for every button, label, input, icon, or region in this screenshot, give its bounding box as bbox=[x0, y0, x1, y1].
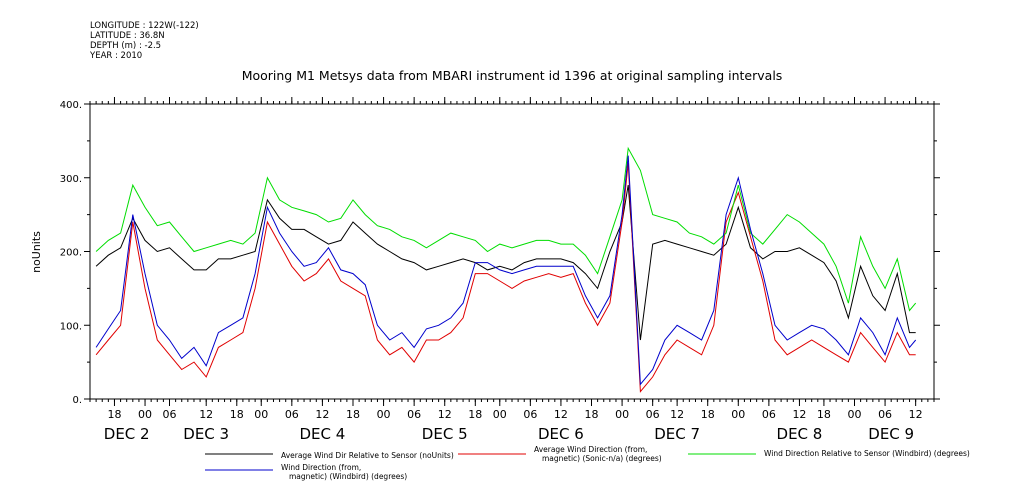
x-day-label: DEC 2 bbox=[104, 425, 150, 443]
x-tick-label: 06 bbox=[285, 408, 299, 421]
y-axis-label: noUnits bbox=[30, 231, 43, 273]
legend: Average Wind Dir Relative to Sensor (noU… bbox=[205, 445, 970, 481]
series-line-2 bbox=[95, 146, 917, 312]
legend-label-3: Wind Direction (from, magnetic) (Windbird… bbox=[281, 463, 407, 481]
x-day-label: DEC 8 bbox=[777, 425, 823, 443]
y-tick-label: 400. bbox=[60, 100, 82, 111]
x-day-label: DEC 7 bbox=[654, 425, 700, 443]
x-tick-label: 12 bbox=[909, 408, 923, 421]
x-tick-label: 06 bbox=[646, 408, 660, 421]
series-line-1 bbox=[95, 162, 916, 393]
x-tick-label: 00 bbox=[138, 408, 152, 421]
legend-label-1: Average Wind Direction (from, magnetic) (… bbox=[534, 445, 662, 463]
x-tick-label: 00 bbox=[254, 408, 268, 421]
x-day-label: DEC 9 bbox=[868, 425, 914, 443]
x-tick-label: 06 bbox=[878, 408, 892, 421]
x-tick-label: 00 bbox=[615, 408, 629, 421]
x-tick-label: 00 bbox=[493, 408, 507, 421]
x-day-label: DEC 5 bbox=[422, 425, 468, 443]
plot-frame bbox=[89, 103, 935, 400]
depth-label: DEPTH (m) : -2.5 bbox=[90, 41, 162, 51]
year-label: YEAR : 2010 bbox=[90, 51, 143, 61]
x-tick-label: 06 bbox=[523, 408, 537, 421]
x-tick-label: 18 bbox=[701, 408, 715, 421]
y-tick-label: 200. bbox=[60, 248, 82, 259]
series-line-0 bbox=[95, 185, 916, 341]
x-day-label: DEC 6 bbox=[538, 425, 584, 443]
legend-label-2: Wind Direction Relative to Sensor (Windb… bbox=[764, 449, 970, 458]
x-tick-label: 06 bbox=[762, 408, 776, 421]
y-tick-label: 300. bbox=[60, 174, 82, 185]
chart-title: Mooring M1 Metsys data from MBARI instru… bbox=[242, 68, 783, 83]
x-day-label: DEC 4 bbox=[299, 425, 345, 443]
x-tick-label: 12 bbox=[199, 408, 213, 421]
x-tick-label: 12 bbox=[670, 408, 684, 421]
axes: 0. 100. 200. 300. 400. 18 00 06 12 18 00 06 12 18 00 06… bbox=[60, 97, 940, 443]
location-metadata: LONGITUDE : 122W(-122) LATITUDE : 36.8N … bbox=[90, 21, 199, 61]
x-tick-label: 00 bbox=[731, 408, 745, 421]
x-tick-label: 12 bbox=[554, 408, 568, 421]
series-line-3 bbox=[95, 155, 917, 386]
longitude-label: LONGITUDE : 122W(-122) bbox=[90, 21, 199, 31]
latitude-label: LATITUDE : 36.8N bbox=[90, 31, 165, 41]
legend-label-0: Average Wind Dir Relative to Sensor (noU… bbox=[281, 451, 454, 460]
x-tick-label: 06 bbox=[163, 408, 177, 421]
x-tick-label: 06 bbox=[407, 408, 421, 421]
x-tick-label: 00 bbox=[847, 408, 861, 421]
x-day-label: DEC 3 bbox=[183, 425, 229, 443]
y-tick-label: 100. bbox=[60, 321, 82, 332]
x-tick-label: 18 bbox=[585, 408, 599, 421]
x-tick-label: 12 bbox=[315, 408, 329, 421]
series-layer bbox=[95, 146, 917, 393]
x-tick-label: 00 bbox=[377, 408, 391, 421]
x-tick-label: 18 bbox=[107, 408, 121, 421]
x-tick-label: 18 bbox=[230, 408, 244, 421]
x-tick-label: 12 bbox=[438, 408, 452, 421]
y-tick-label: 0. bbox=[72, 395, 82, 406]
x-tick-label: 18 bbox=[817, 408, 831, 421]
x-tick-label: 12 bbox=[792, 408, 806, 421]
x-tick-label: 18 bbox=[346, 408, 360, 421]
x-tick-label: 18 bbox=[468, 408, 482, 421]
